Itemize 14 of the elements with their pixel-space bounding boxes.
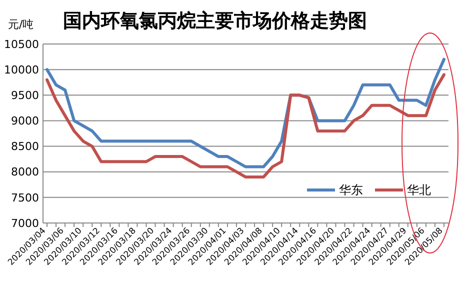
y-tick-label: 10500	[4, 38, 39, 51]
line-series	[46, 58, 446, 168]
legend-label: 华东	[339, 183, 363, 198]
y-tick-label: 9500	[11, 88, 39, 102]
y-tick-label: 9000	[11, 114, 39, 128]
y-tick-label: 7500	[11, 191, 39, 204]
legend-label: 华北	[407, 183, 431, 198]
line-series	[46, 73, 446, 178]
y-tick-label: 8500	[11, 140, 39, 154]
y-tick-label: 10000	[4, 63, 39, 76]
y-tick-label: 7000	[11, 216, 39, 230]
y-tick-label: 8000	[11, 166, 39, 179]
chart-title: 国内环氧氯丙烷主要市场价格走势图	[63, 10, 367, 32]
y-axis-title: 元/吨	[8, 18, 34, 31]
